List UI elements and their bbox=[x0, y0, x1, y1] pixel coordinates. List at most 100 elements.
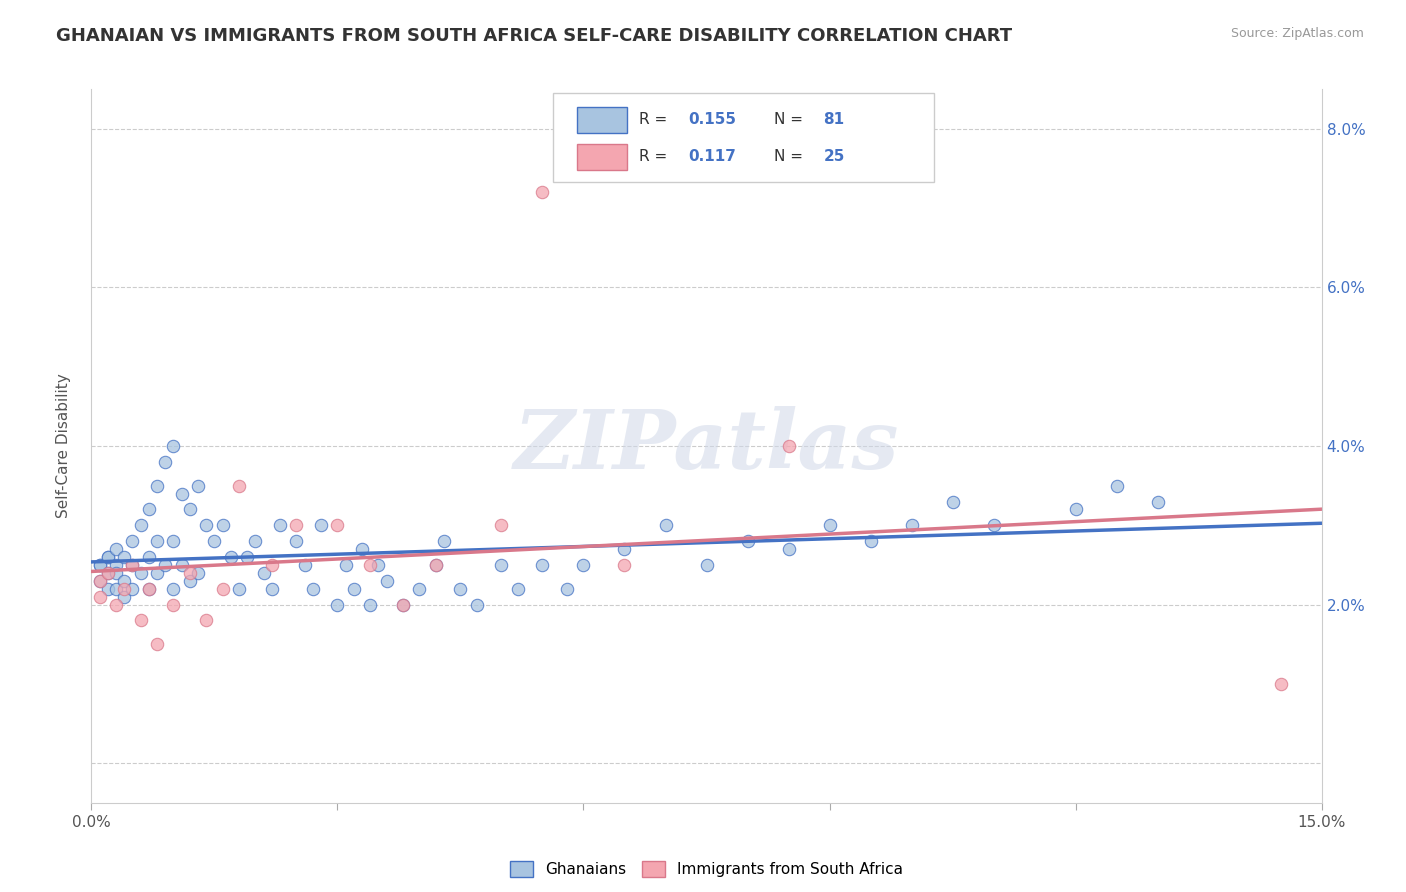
Text: 25: 25 bbox=[824, 150, 845, 164]
Point bbox=[392, 598, 415, 612]
Point bbox=[531, 558, 554, 572]
Text: ZIPatlas: ZIPatlas bbox=[513, 406, 900, 486]
Point bbox=[695, 558, 717, 572]
Point bbox=[572, 558, 595, 572]
Point bbox=[211, 518, 233, 533]
Point bbox=[352, 542, 374, 557]
Point bbox=[449, 582, 471, 596]
Point bbox=[105, 566, 127, 580]
Point bbox=[187, 566, 209, 580]
Point bbox=[900, 518, 922, 533]
Point bbox=[778, 542, 800, 557]
Point bbox=[162, 598, 184, 612]
Point bbox=[89, 558, 111, 572]
Point bbox=[253, 566, 276, 580]
Text: 81: 81 bbox=[824, 112, 845, 128]
Point bbox=[162, 439, 184, 453]
Point bbox=[129, 614, 152, 628]
Point bbox=[491, 518, 513, 533]
Point bbox=[153, 455, 177, 469]
Point bbox=[211, 582, 233, 596]
Point bbox=[179, 502, 201, 516]
Bar bbox=[578, 145, 627, 169]
Point bbox=[983, 518, 1005, 533]
Point bbox=[613, 542, 636, 557]
Point bbox=[146, 637, 169, 651]
Point bbox=[121, 558, 143, 572]
Point bbox=[138, 582, 160, 596]
Point bbox=[129, 518, 152, 533]
Point bbox=[260, 558, 283, 572]
Point bbox=[105, 558, 127, 572]
Point bbox=[228, 582, 250, 596]
Point bbox=[1064, 502, 1087, 516]
Text: 0.117: 0.117 bbox=[688, 150, 735, 164]
Point bbox=[129, 566, 152, 580]
Point bbox=[138, 582, 160, 596]
Point bbox=[326, 598, 349, 612]
Point bbox=[408, 582, 430, 596]
Text: 0.155: 0.155 bbox=[688, 112, 737, 128]
Point bbox=[153, 558, 177, 572]
Legend: Ghanaians, Immigrants from South Africa: Ghanaians, Immigrants from South Africa bbox=[510, 862, 903, 877]
Point bbox=[138, 502, 160, 516]
Point bbox=[105, 582, 127, 596]
Bar bbox=[578, 107, 627, 133]
Point bbox=[425, 558, 447, 572]
Point bbox=[613, 558, 636, 572]
Point bbox=[260, 582, 283, 596]
Point bbox=[170, 558, 193, 572]
Point bbox=[335, 558, 357, 572]
Point bbox=[112, 574, 135, 588]
Point bbox=[942, 494, 965, 508]
Point bbox=[491, 558, 513, 572]
FancyBboxPatch shape bbox=[553, 93, 934, 182]
Point bbox=[195, 518, 218, 533]
Point bbox=[146, 478, 169, 492]
Point bbox=[89, 574, 111, 588]
Text: N =: N = bbox=[775, 150, 808, 164]
Point bbox=[228, 478, 250, 492]
Point bbox=[97, 549, 120, 564]
Point bbox=[285, 518, 308, 533]
Point bbox=[97, 582, 120, 596]
Text: N =: N = bbox=[775, 112, 808, 128]
Point bbox=[97, 566, 120, 580]
Point bbox=[309, 518, 332, 533]
Point bbox=[1146, 494, 1168, 508]
Point bbox=[465, 598, 488, 612]
Point bbox=[367, 558, 389, 572]
Point bbox=[285, 534, 308, 549]
Point bbox=[778, 439, 800, 453]
Point bbox=[737, 534, 759, 549]
Point bbox=[236, 549, 259, 564]
Point bbox=[392, 598, 415, 612]
Point bbox=[162, 582, 184, 596]
Text: R =: R = bbox=[638, 150, 672, 164]
Point bbox=[343, 582, 366, 596]
Point bbox=[555, 582, 578, 596]
Point bbox=[506, 582, 529, 596]
Point bbox=[294, 558, 316, 572]
Point bbox=[97, 566, 120, 580]
Point bbox=[89, 574, 111, 588]
Point bbox=[818, 518, 841, 533]
Point bbox=[112, 582, 135, 596]
Point bbox=[121, 534, 143, 549]
Point bbox=[654, 518, 676, 533]
Point bbox=[187, 478, 209, 492]
Point bbox=[425, 558, 447, 572]
Point bbox=[269, 518, 291, 533]
Point bbox=[326, 518, 349, 533]
Point bbox=[138, 549, 160, 564]
Point bbox=[245, 534, 267, 549]
Point bbox=[1270, 677, 1292, 691]
Text: GHANAIAN VS IMMIGRANTS FROM SOUTH AFRICA SELF-CARE DISABILITY CORRELATION CHART: GHANAIAN VS IMMIGRANTS FROM SOUTH AFRICA… bbox=[56, 27, 1012, 45]
Point bbox=[301, 582, 323, 596]
Point bbox=[89, 590, 111, 604]
Point bbox=[202, 534, 225, 549]
Point bbox=[359, 558, 381, 572]
Point bbox=[146, 534, 169, 549]
Point bbox=[105, 598, 127, 612]
Point bbox=[112, 590, 135, 604]
